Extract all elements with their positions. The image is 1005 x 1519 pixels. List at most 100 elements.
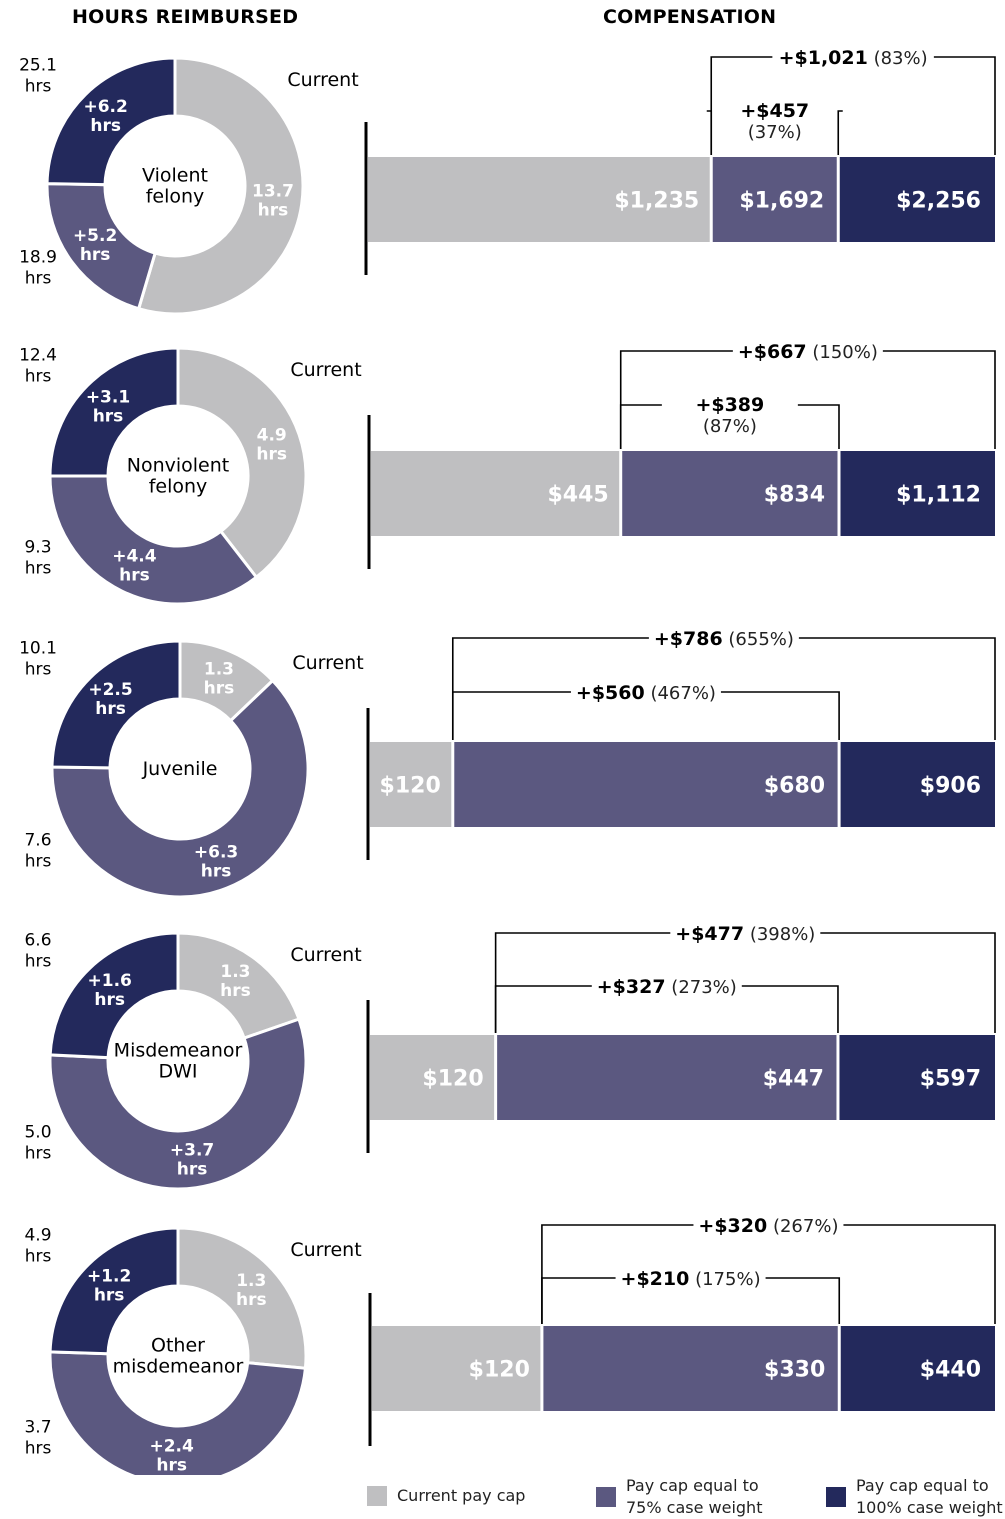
donut-label-p100: +6.2 hrs xyxy=(83,97,127,136)
donut-label-p75: +2.4 hrs xyxy=(149,1436,194,1475)
bar-label-p75: $447 xyxy=(763,1067,824,1092)
bracket-increase-75: +$210 (175%) xyxy=(541,1268,841,1324)
bracket-increase-100: +$786 (655%) xyxy=(451,628,996,740)
bar-label-p100: $1,112 xyxy=(896,483,981,508)
donut-nonviolent-felony xyxy=(48,346,308,606)
donut-segment-p75 xyxy=(48,474,259,606)
total-hours-100: 12.4 hrs xyxy=(19,346,57,387)
bracket-line xyxy=(843,1224,996,1324)
bracket-label: +$320 (267%) xyxy=(698,1215,838,1237)
donut-segment-current xyxy=(136,56,305,316)
bar-label-p100: $906 xyxy=(920,774,981,799)
donut-segment-current xyxy=(176,346,308,580)
donut-label-current: 1.3 hrs xyxy=(236,1271,267,1310)
bar-juvenile: +$786 (655%) +$560 (467%) xyxy=(366,628,996,860)
bracket-line xyxy=(882,350,996,449)
donut-misdemeanor-dwi xyxy=(48,931,308,1191)
bracket-amount: +$477 xyxy=(675,923,744,945)
bracket-increase-100: +$1,021 (83%) xyxy=(710,47,996,155)
bracket-pct: (467%) xyxy=(645,683,716,704)
bracket-line xyxy=(820,932,996,1033)
bar-segment-p100 xyxy=(839,742,995,827)
bar-label-p100: $2,256 xyxy=(896,189,981,214)
bracket-pct: (273%) xyxy=(666,977,737,998)
hours-reimbursed-header: HOURS REIMBURSED xyxy=(72,6,299,28)
bar-segment-current xyxy=(370,742,453,827)
bracket-pct: (87%) xyxy=(703,416,757,437)
bar-segment-p100 xyxy=(838,157,995,242)
bracket-increase-100: +$667 (150%) xyxy=(619,341,996,449)
donut-label-p100: +1.2 hrs xyxy=(87,1266,131,1305)
total-hours-75: 18.9 hrs xyxy=(19,248,57,289)
donut-segment-p100 xyxy=(48,1226,180,1356)
bar-segment-p75 xyxy=(541,1326,840,1411)
donut-center-label: Nonviolent felony xyxy=(127,455,230,498)
bar-misdemeanor-dwi: +$477 (398%) +$327 (273%) xyxy=(366,923,996,1153)
bracket-amount: +$389 xyxy=(695,394,764,416)
compensation-header: COMPENSATION xyxy=(603,6,777,28)
donut-violent-felony xyxy=(45,56,305,316)
legend-item-current: Current pay cap xyxy=(367,1485,525,1507)
bar-segment-current xyxy=(370,1035,496,1120)
charts-canvas: 13.7 hrs +5.2 hrs +6.2 hrs Violent felony 25.1 hr… xyxy=(19,47,996,1475)
total-hours-75: 9.3 hrs xyxy=(24,538,51,579)
bracket-pct: (37%) xyxy=(748,122,802,143)
bar-segment-current xyxy=(372,1326,542,1411)
bar-label-p75: $1,692 xyxy=(739,189,824,214)
bracket-pct: (398%) xyxy=(744,924,815,945)
bracket-line xyxy=(619,404,662,449)
donut-label-current: 1.3 hrs xyxy=(204,659,235,698)
bracket-amount: +$320 xyxy=(698,1215,767,1237)
total-hours-100: 25.1 hrs xyxy=(19,56,57,97)
bracket-line xyxy=(541,1277,616,1324)
donut-center-label: Misdemeanor DWI xyxy=(114,1040,243,1083)
bar-violent-felony: +$1,021 (83%) xyxy=(364,47,996,275)
bracket-label: +$667 (150%) xyxy=(738,341,878,363)
donut-segment-p75 xyxy=(48,1017,308,1191)
bar-label-current: $120 xyxy=(422,1067,483,1092)
bracket-line xyxy=(451,691,571,740)
donut-label-p100: +3.1 hrs xyxy=(86,387,130,426)
bar-segment-p75 xyxy=(495,1035,838,1120)
donut-label-p100: +1.6 hrs xyxy=(88,971,132,1010)
bracket-line xyxy=(933,56,996,155)
bar-segment-p75 xyxy=(452,742,840,827)
donut-center-label: Violent felony xyxy=(142,165,208,208)
bracket-line xyxy=(765,1277,841,1324)
current-label: Current xyxy=(290,359,361,381)
bracket-label: +$327 (273%) xyxy=(597,976,737,998)
bracket-label: +$560 (467%) xyxy=(576,682,716,704)
total-hours-100: 6.6 hrs xyxy=(24,931,51,972)
bracket-amount: +$560 xyxy=(576,682,645,704)
legend-swatch-100 xyxy=(826,1487,846,1507)
donut-label-p75: +5.2 hrs xyxy=(73,226,117,265)
legend-item-75: Pay cap equal to 75% case weight xyxy=(596,1475,786,1519)
total-hours-75: 7.6 hrs xyxy=(24,831,51,872)
donut-segment-p100 xyxy=(48,931,180,1060)
legend-item-100: Pay cap equal to 100% case weight xyxy=(826,1475,1004,1519)
bracket-label: +$477 (398%) xyxy=(675,923,815,945)
donut-label-p75: +3.7 hrs xyxy=(170,1140,214,1179)
bracket-pct: (150%) xyxy=(807,342,878,363)
legend-label-75: Pay cap equal to 75% case weight xyxy=(626,1476,763,1517)
bracket-amount: +$327 xyxy=(597,976,666,998)
donut-segment-current xyxy=(176,1226,308,1370)
bracket-increase-100: +$477 (398%) xyxy=(494,923,996,1033)
bar-segment-p75 xyxy=(620,451,839,536)
legend: Current pay cap Pay cap equal to 75% cas… xyxy=(0,1475,1005,1519)
total-hours-100: 4.9 hrs xyxy=(24,1226,51,1267)
current-label: Current xyxy=(292,652,363,674)
bracket-amount: +$210 xyxy=(621,1268,690,1290)
total-hours-75: 3.7 hrs xyxy=(24,1418,51,1459)
bar-segment-p100 xyxy=(839,1326,995,1411)
bracket-increase-75 xyxy=(706,110,843,155)
current-label: Current xyxy=(290,944,361,966)
donut-label-p75: +6.3 hrs xyxy=(194,843,238,882)
bar-label-p75: $680 xyxy=(764,774,825,799)
bracket-line xyxy=(494,985,592,1033)
bracket-increase-75: +$560 (467%) xyxy=(451,682,840,740)
donut-label-current: 1.3 hrs xyxy=(220,962,251,1001)
bar-label-current: $120 xyxy=(469,1358,530,1383)
bar-label-current: $1,235 xyxy=(614,189,699,214)
bar-nonviolent-felony: +$667 (150%) xyxy=(367,341,996,569)
